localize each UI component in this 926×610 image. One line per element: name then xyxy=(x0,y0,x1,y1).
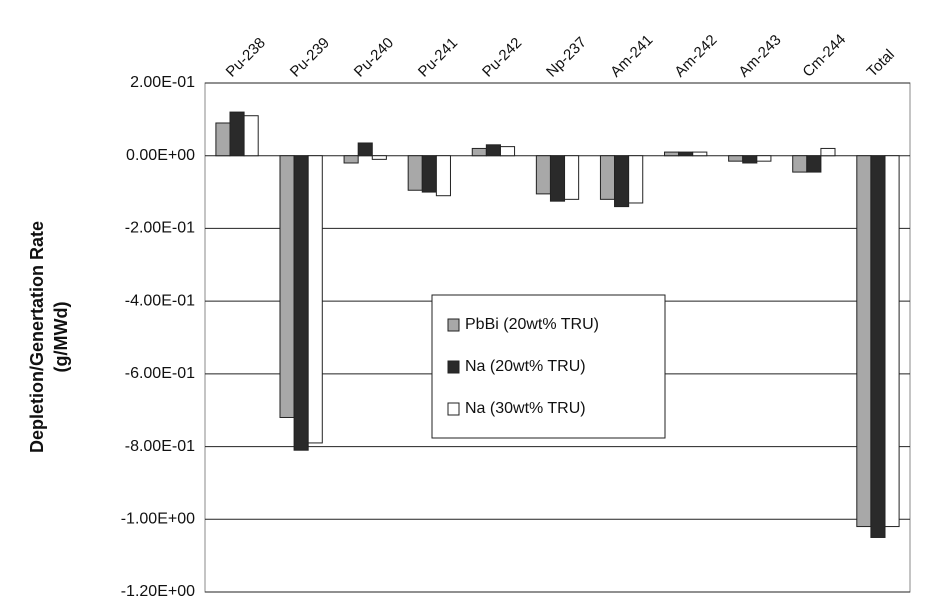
bar xyxy=(343,155,359,164)
legend-swatch xyxy=(447,360,460,374)
legend-label: Na (30wt% TRU) xyxy=(465,400,586,417)
y-tick-label: -2.00E-01 xyxy=(125,220,195,237)
bar xyxy=(692,151,708,157)
bar xyxy=(870,155,886,538)
legend-swatch xyxy=(447,402,460,416)
bar xyxy=(215,122,231,157)
bar xyxy=(421,155,437,193)
x-tick-label: Am-242 xyxy=(671,31,720,80)
legend-label: Na (20wt% TRU) xyxy=(465,358,586,375)
x-tick-label: Total xyxy=(864,46,898,80)
x-tick-label: Pu-242 xyxy=(479,34,525,80)
y-tick-label: -8.00E-01 xyxy=(125,438,195,455)
bar xyxy=(564,155,580,200)
x-tick-label: Pu-238 xyxy=(223,34,269,80)
y-tick-label: -4.00E-01 xyxy=(125,292,195,309)
bar xyxy=(407,155,423,191)
y-tick-label: -1.00E+00 xyxy=(121,511,195,528)
bar xyxy=(279,155,295,418)
bar xyxy=(614,155,630,208)
y-tick-label: 2.00E-01 xyxy=(130,74,195,91)
bar xyxy=(728,155,744,162)
bar xyxy=(243,115,259,157)
bar xyxy=(499,146,516,157)
x-tick-label: Pu-240 xyxy=(351,34,397,80)
bar xyxy=(856,155,872,528)
x-tick-label: Am-241 xyxy=(607,31,656,80)
y-tick-label: 0.00E+00 xyxy=(126,147,195,164)
bar xyxy=(435,155,451,197)
legend-swatch xyxy=(447,318,460,332)
x-tick-label: Am-243 xyxy=(735,31,784,80)
bar xyxy=(357,142,373,157)
x-tick-label: Cm-244 xyxy=(799,31,849,81)
bar xyxy=(756,155,772,162)
y-tick-label: -1.20E+00 xyxy=(121,583,195,600)
bar xyxy=(535,155,551,195)
y-axis-label: (g/MWd) xyxy=(51,302,71,373)
bar xyxy=(599,155,616,200)
bar xyxy=(664,151,680,157)
bar xyxy=(628,155,644,204)
bar xyxy=(471,147,487,157)
bar xyxy=(307,155,323,444)
bar xyxy=(742,155,758,164)
bar xyxy=(371,155,387,160)
legend-label: PbBi (20wt% TRU) xyxy=(465,316,599,333)
y-axis-label: Depletion/Genertation Rate xyxy=(27,221,47,453)
bar xyxy=(884,155,900,528)
bar xyxy=(293,155,309,451)
legend xyxy=(431,294,666,439)
bar xyxy=(485,144,501,157)
bar xyxy=(792,155,808,173)
x-tick-label: Pu-241 xyxy=(415,34,461,80)
y-tick-label: -6.00E-01 xyxy=(125,365,195,382)
bar xyxy=(229,111,245,157)
bar xyxy=(678,151,694,157)
x-tick-label: Np-237 xyxy=(543,34,590,81)
x-tick-label: Pu-239 xyxy=(287,34,333,80)
bar xyxy=(806,155,822,173)
bar xyxy=(549,155,566,202)
bar xyxy=(820,147,836,157)
